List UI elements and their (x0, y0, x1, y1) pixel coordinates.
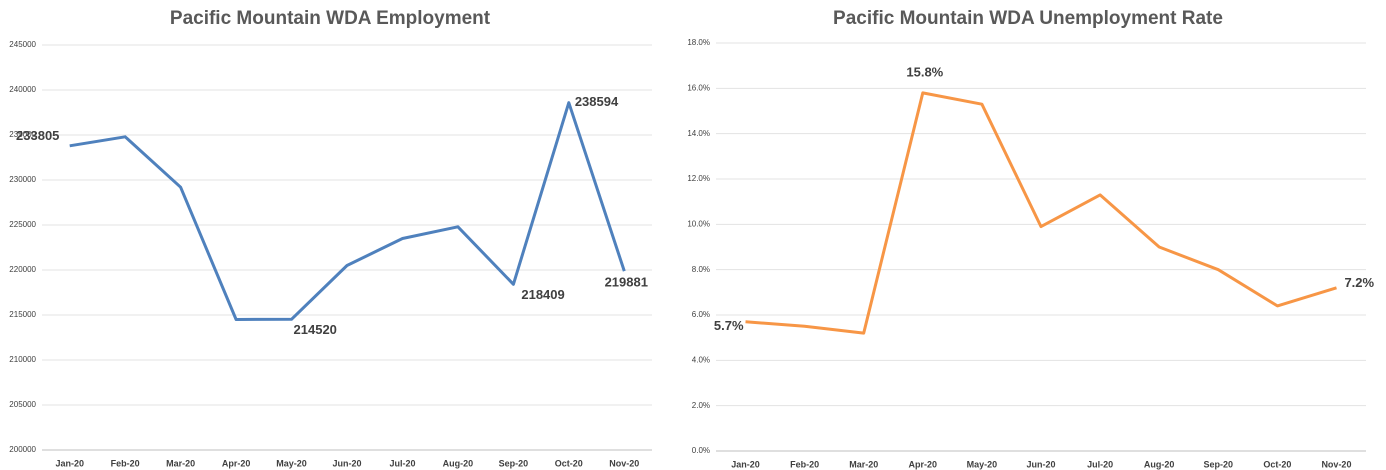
data-label: 214520 (294, 322, 337, 337)
x-tick-label: Feb-20 (790, 459, 819, 469)
data-label: 219881 (605, 275, 648, 290)
y-tick-label: 240000 (9, 85, 36, 94)
y-tick-label: 14.0% (687, 129, 710, 138)
y-tick-label: 215000 (9, 310, 36, 319)
x-tick-label: Jun-20 (332, 458, 361, 468)
y-tick-label: 235000 (9, 130, 36, 139)
x-tick-label: Jun-20 (1026, 459, 1055, 469)
y-tick-label: 2.0% (692, 401, 710, 410)
chart-title: Pacific Mountain WDA Unemployment Rate (833, 8, 1223, 29)
line-series (745, 91, 1337, 335)
y-tick-label: 16.0% (687, 83, 710, 92)
y-tick-label: 8.0% (692, 265, 710, 274)
data-label: 218409 (521, 287, 564, 302)
x-tick-label: Oct-20 (555, 458, 583, 468)
y-tick-label: 200000 (9, 445, 36, 454)
x-tick-label: Feb-20 (111, 458, 140, 468)
y-tick-label: 225000 (9, 220, 36, 229)
y-tick-label: 6.0% (692, 310, 710, 319)
x-tick-label: May-20 (276, 458, 307, 468)
x-tick-label: Apr-20 (222, 458, 251, 468)
x-tick-label: Jul-20 (389, 458, 415, 468)
x-tick-label: Sep-20 (1204, 459, 1234, 469)
y-tick-label: 210000 (9, 355, 36, 364)
y-tick-label: 12.0% (687, 174, 710, 183)
x-tick-label: Oct-20 (1263, 459, 1291, 469)
x-tick-label: Sep-20 (499, 458, 529, 468)
data-label: 15.8% (906, 64, 943, 79)
x-tick-label: Mar-20 (166, 458, 195, 468)
x-tick-label: Jan-20 (731, 459, 760, 469)
y-tick-label: 245000 (9, 40, 36, 49)
y-tick-label: 0.0% (692, 446, 710, 455)
y-tick-label: 220000 (9, 265, 36, 274)
x-tick-label: Aug-20 (1144, 459, 1175, 469)
y-tick-label: 18.0% (687, 38, 710, 47)
x-tick-label: Mar-20 (849, 459, 878, 469)
x-tick-label: Aug-20 (443, 458, 474, 468)
y-tick-label: 10.0% (687, 219, 710, 228)
data-label: 5.7% (714, 318, 744, 333)
data-label: 233805 (16, 128, 59, 143)
y-tick-label: 4.0% (692, 355, 710, 364)
y-tick-label: 230000 (9, 175, 36, 184)
data-label: 238594 (575, 94, 619, 109)
x-tick-label: Apr-20 (909, 459, 938, 469)
x-tick-label: Jul-20 (1087, 459, 1113, 469)
x-tick-label: Nov-20 (1321, 459, 1351, 469)
data-label: 7.2% (1344, 275, 1374, 290)
line-series (69, 101, 626, 321)
x-tick-label: Nov-20 (609, 458, 639, 468)
x-tick-label: Jan-20 (55, 458, 84, 468)
y-tick-label: 205000 (9, 400, 36, 409)
chart-title: Pacific Mountain WDA Employment (170, 8, 491, 29)
x-tick-label: May-20 (967, 459, 998, 469)
